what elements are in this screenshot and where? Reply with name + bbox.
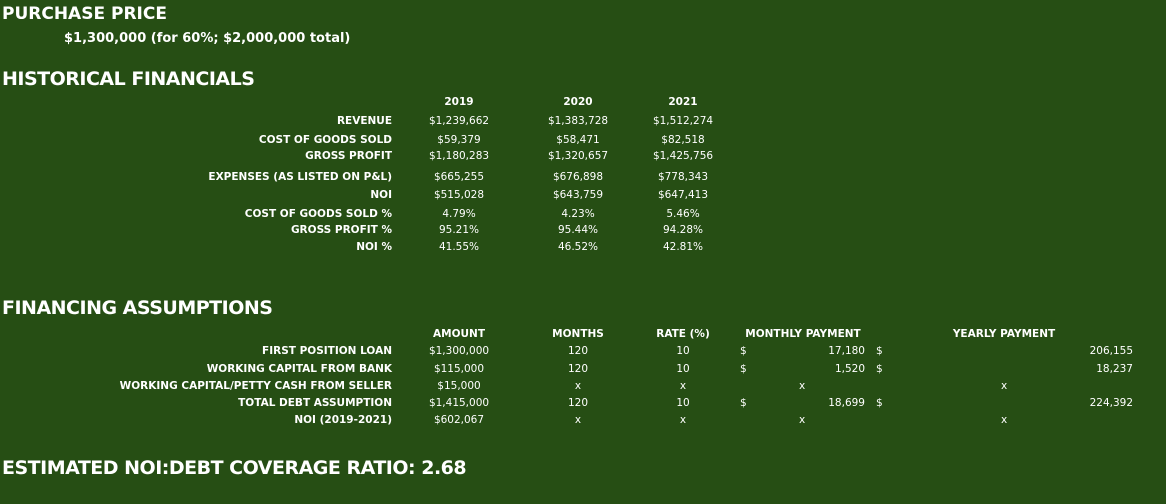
first-loan-monthly-sign: $ bbox=[740, 345, 747, 357]
gross-profit-2019: $1,180,283 bbox=[428, 150, 490, 162]
row-label-first-position-loan: FIRST POSITION LOAN bbox=[262, 345, 392, 357]
purchase-price-detail: $1,300,000 (for 60%; $2,000,000 total) bbox=[64, 31, 351, 46]
noi-percent-2021: 42.81% bbox=[662, 241, 704, 253]
total-debt-monthly-sign: $ bbox=[740, 397, 747, 409]
first-loan-rate: 10 bbox=[676, 345, 690, 357]
total-debt-yearly: 224,392 bbox=[1089, 397, 1133, 409]
noi-range-rate: x bbox=[679, 414, 687, 426]
row-label-noi-range: NOI (2019-2021) bbox=[294, 414, 392, 426]
total-debt-monthly: 18,699 bbox=[828, 397, 865, 409]
wc-bank-amount: $115,000 bbox=[433, 363, 485, 375]
wc-seller-rate: x bbox=[679, 380, 687, 392]
wc-bank-rate: 10 bbox=[676, 363, 690, 375]
purchase-price-heading: PURCHASE PRICE bbox=[2, 4, 167, 24]
total-debt-rate: 10 bbox=[676, 397, 690, 409]
cogs-2020: $58,471 bbox=[556, 134, 600, 146]
noi-percent-2020: 46.52% bbox=[557, 241, 599, 253]
year-header-2020: 2020 bbox=[563, 96, 593, 108]
wc-seller-yearly: x bbox=[1001, 380, 1008, 392]
row-label-noi-percent: NOI % bbox=[356, 241, 392, 253]
header-months: MONTHS bbox=[552, 328, 604, 340]
total-debt-yearly-sign: $ bbox=[876, 397, 883, 409]
gross-profit-2020: $1,320,657 bbox=[547, 150, 609, 162]
header-yearly-payment: YEARLY PAYMENT bbox=[952, 328, 1056, 340]
cogs-percent-2020: 4.23% bbox=[561, 208, 595, 220]
noi-range-yearly: x bbox=[1001, 414, 1008, 426]
row-label-expenses: EXPENSES (AS LISTED ON P&L) bbox=[208, 171, 392, 183]
noi-2019: $515,028 bbox=[433, 189, 485, 201]
historical-financials-heading: HISTORICAL FINANCIALS bbox=[2, 68, 255, 90]
expenses-2019: $665,255 bbox=[433, 171, 485, 183]
gross-profit-percent-2020: 95.44% bbox=[557, 224, 599, 236]
header-rate: RATE (%) bbox=[656, 328, 710, 340]
noi-2020: $643,759 bbox=[552, 189, 604, 201]
row-label-working-capital-seller: WORKING CAPITAL/PETTY CASH FROM SELLER bbox=[119, 380, 392, 392]
revenue-2019: $1,239,662 bbox=[428, 115, 490, 127]
first-loan-monthly: 17,180 bbox=[828, 345, 865, 357]
wc-bank-monthly-sign: $ bbox=[740, 363, 747, 375]
wc-bank-monthly: 1,520 bbox=[834, 363, 865, 375]
year-header-2019: 2019 bbox=[444, 96, 474, 108]
wc-seller-amount: $15,000 bbox=[437, 380, 481, 392]
header-amount: AMOUNT bbox=[433, 328, 485, 340]
noi-percent-2019: 41.55% bbox=[438, 241, 480, 253]
row-label-working-capital-bank: WORKING CAPITAL FROM BANK bbox=[206, 363, 392, 375]
noi-2021: $647,413 bbox=[657, 189, 709, 201]
year-header-2021: 2021 bbox=[668, 96, 698, 108]
wc-bank-yearly-sign: $ bbox=[876, 363, 883, 375]
gross-profit-percent-2019: 95.21% bbox=[438, 224, 480, 236]
financing-assumptions-heading: FINANCING ASSUMPTIONS bbox=[2, 297, 273, 319]
cogs-2021: $82,518 bbox=[661, 134, 705, 146]
row-label-gross-profit: GROSS PROFIT bbox=[305, 150, 392, 162]
first-loan-amount: $1,300,000 bbox=[428, 345, 490, 357]
revenue-2021: $1,512,274 bbox=[652, 115, 714, 127]
expenses-2021: $778,343 bbox=[657, 171, 709, 183]
total-debt-months: 120 bbox=[567, 397, 589, 409]
first-loan-months: 120 bbox=[567, 345, 589, 357]
row-label-noi: NOI bbox=[370, 189, 392, 201]
first-loan-yearly-sign: $ bbox=[876, 345, 883, 357]
cogs-percent-2019: 4.79% bbox=[442, 208, 476, 220]
row-label-revenue: REVENUE bbox=[336, 115, 392, 127]
noi-range-months: x bbox=[574, 414, 582, 426]
row-label-total-debt: TOTAL DEBT ASSUMPTION bbox=[238, 397, 392, 409]
total-debt-amount: $1,415,000 bbox=[428, 397, 490, 409]
cogs-2019: $59,379 bbox=[437, 134, 481, 146]
noi-range-monthly: x bbox=[799, 414, 806, 426]
expenses-2020: $676,898 bbox=[552, 171, 604, 183]
wc-seller-monthly: x bbox=[799, 380, 806, 392]
wc-seller-months: x bbox=[574, 380, 582, 392]
wc-bank-yearly: 18,237 bbox=[1096, 363, 1133, 375]
gross-profit-2021: $1,425,756 bbox=[652, 150, 714, 162]
header-monthly-payment: MONTHLY PAYMENT bbox=[745, 328, 861, 340]
first-loan-yearly: 206,155 bbox=[1089, 345, 1133, 357]
wc-bank-months: 120 bbox=[567, 363, 589, 375]
coverage-ratio: ESTIMATED NOI:DEBT COVERAGE RATIO: 2.68 bbox=[2, 457, 467, 479]
row-label-cogs: COST OF GOODS SOLD bbox=[258, 134, 392, 146]
revenue-2020: $1,383,728 bbox=[547, 115, 609, 127]
gross-profit-percent-2021: 94.28% bbox=[662, 224, 704, 236]
cogs-percent-2021: 5.46% bbox=[666, 208, 700, 220]
noi-range-amount: $602,067 bbox=[433, 414, 485, 426]
row-label-gross-profit-percent: GROSS PROFIT % bbox=[290, 224, 392, 236]
row-label-cogs-percent: COST OF GOODS SOLD % bbox=[244, 208, 392, 220]
